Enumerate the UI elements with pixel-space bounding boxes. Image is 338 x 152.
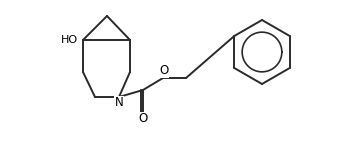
Text: O: O [138,112,148,126]
Text: N: N [115,97,123,109]
Text: O: O [160,64,169,78]
Text: HO: HO [61,35,78,45]
